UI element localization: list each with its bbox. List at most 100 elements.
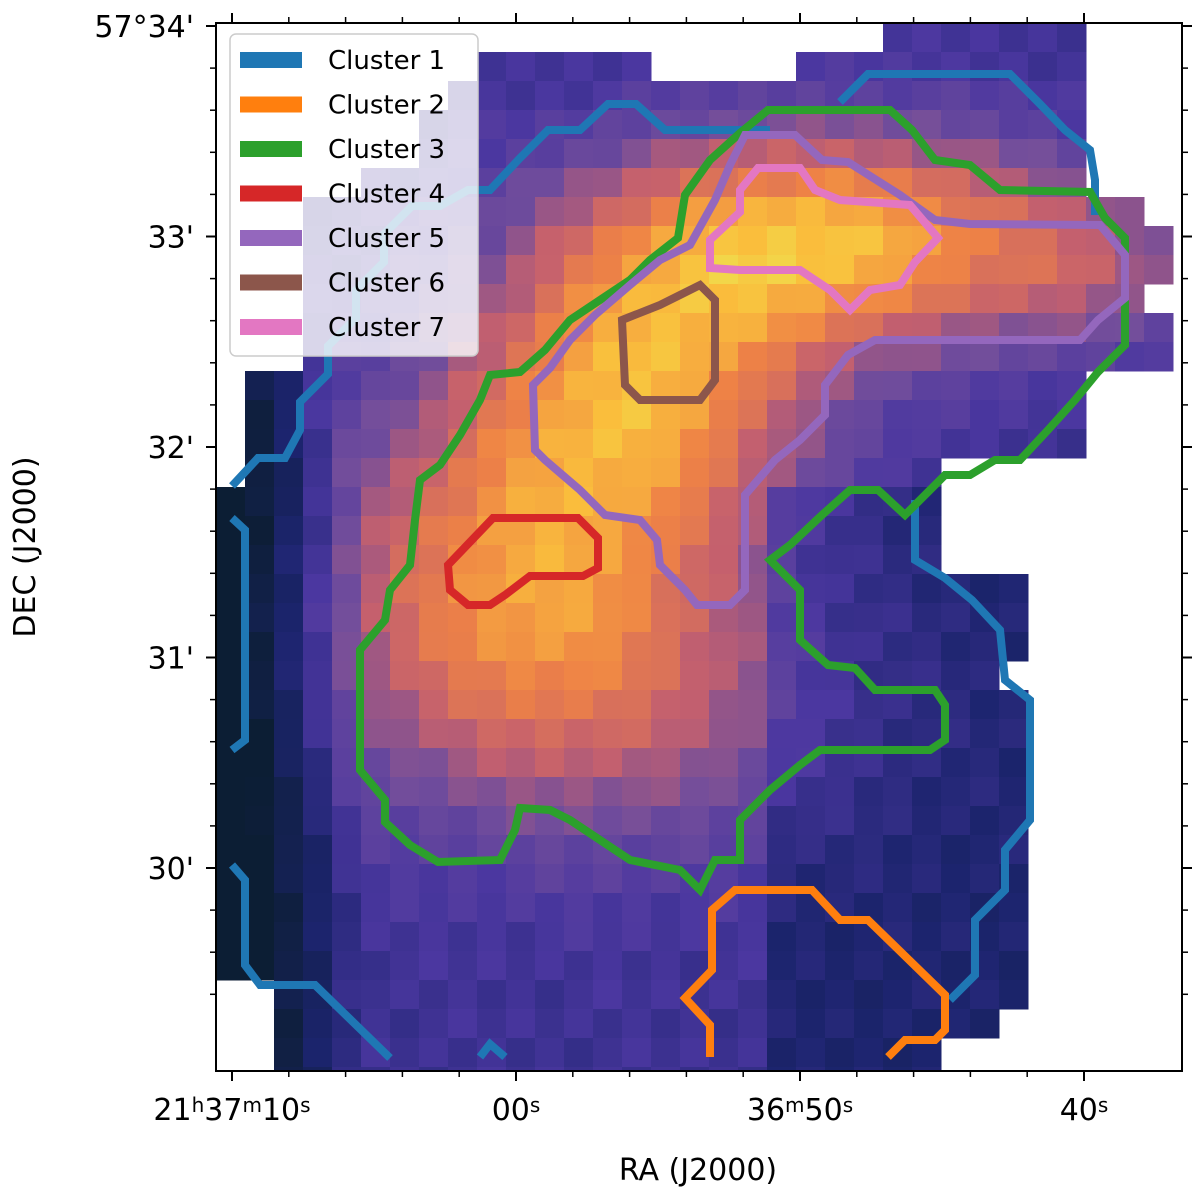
cluster-5-contour — [528, 131, 1129, 609]
heatmap-cell — [767, 690, 797, 720]
heatmap-cell — [535, 864, 565, 894]
heatmap-cell — [709, 1067, 739, 1071]
heatmap-cell — [477, 139, 507, 169]
heatmap-cell — [564, 1067, 594, 1071]
heatmap-cell — [883, 661, 913, 691]
heatmap-cell — [448, 1096, 478, 1126]
heatmap-cell — [535, 893, 565, 923]
heatmap-cell — [593, 748, 623, 778]
heatmap-cell — [390, 632, 420, 662]
heatmap-cell — [912, 342, 942, 372]
heatmap-cell — [593, 603, 623, 633]
heatmap-cell — [245, 429, 275, 459]
heatmap-cell — [593, 313, 623, 343]
heatmap-cell — [796, 835, 826, 865]
heatmap-cell — [332, 400, 362, 430]
heatmap-cell — [651, 806, 681, 836]
heatmap-cell — [535, 168, 565, 198]
heatmap-cell — [564, 980, 594, 1010]
heatmap-cell — [535, 226, 565, 256]
heatmap-cell — [970, 255, 1000, 285]
heatmap-cell — [651, 487, 681, 517]
heatmap-cell — [216, 951, 246, 981]
heatmap-cell — [738, 1067, 768, 1071]
heatmap-cell — [1057, 284, 1087, 314]
heatmap-cell — [941, 661, 971, 691]
heatmap-cell — [622, 922, 652, 952]
heatmap-cell — [535, 661, 565, 691]
heatmap-cell — [912, 284, 942, 314]
heatmap-cell — [274, 806, 304, 836]
heatmap-cell — [709, 980, 739, 1010]
heatmap-cell — [738, 81, 768, 111]
heatmap-cell — [796, 806, 826, 836]
heatmap-cell — [970, 661, 1000, 691]
heatmap-cell — [303, 1038, 333, 1068]
heatmap-cell — [564, 864, 594, 894]
heatmap-cell — [390, 1009, 420, 1039]
heatmap-cell — [274, 1038, 304, 1068]
heatmap-cell — [506, 52, 536, 82]
heatmap-cell — [999, 574, 1029, 604]
heatmap-cell — [680, 835, 710, 865]
heatmap-cell — [651, 458, 681, 488]
heatmap-cell — [970, 284, 1000, 314]
heatmap-cell — [622, 603, 652, 633]
heatmap-cell — [651, 603, 681, 633]
heatmap-cell — [883, 1067, 913, 1071]
heatmap-cell — [883, 516, 913, 546]
heatmap-cell — [825, 835, 855, 865]
heatmap-cell — [622, 139, 652, 169]
heatmap-cell — [709, 516, 739, 546]
heatmap-cell — [825, 400, 855, 430]
heatmap-cell — [419, 545, 449, 575]
heatmap-cell — [303, 458, 333, 488]
heatmap-cell — [680, 81, 710, 111]
heatmap-cell — [390, 864, 420, 894]
heatmap-cell — [245, 893, 275, 923]
heatmap-cell — [303, 893, 333, 923]
heatmap-cell — [825, 226, 855, 256]
heatmap-cell — [332, 1038, 362, 1068]
heatmap-cell — [593, 893, 623, 923]
heatmap-cell — [883, 1009, 913, 1039]
heatmap-cell — [738, 632, 768, 662]
heatmap-cell — [651, 1009, 681, 1039]
heatmap-cell — [506, 690, 536, 720]
heatmap-cell — [361, 400, 391, 430]
heatmap-cell — [622, 980, 652, 1010]
heatmap-cell — [506, 284, 536, 314]
heatmap-cell — [999, 255, 1029, 285]
heatmap-cell — [593, 1038, 623, 1068]
heatmap-cell — [332, 922, 362, 952]
heatmap-cell — [419, 1038, 449, 1068]
heatmap-cell — [825, 313, 855, 343]
heatmap-cell — [622, 52, 652, 82]
heatmap-cell — [680, 342, 710, 372]
heatmap-cell — [303, 516, 333, 546]
heatmap-cell — [593, 168, 623, 198]
heatmap-cell — [477, 1067, 507, 1071]
heatmap-cell — [738, 603, 768, 633]
heatmap-cell — [390, 777, 420, 807]
heatmap-cell — [622, 748, 652, 778]
heatmap-cell — [738, 748, 768, 778]
legend: Cluster 1 Cluster 2 Cluster 3 Cluster 4 Clus… — [229, 33, 479, 357]
heatmap-cell — [564, 690, 594, 720]
heatmap-cell — [593, 661, 623, 691]
x-tick-label: 00s — [492, 1093, 541, 1128]
heatmap-cell — [535, 487, 565, 517]
heatmap-cell — [564, 835, 594, 865]
heatmap-cell — [535, 400, 565, 430]
heatmap-cell — [245, 487, 275, 517]
heatmap-cell — [796, 371, 826, 401]
heatmap-cell — [854, 139, 884, 169]
heatmap-cell — [1028, 255, 1058, 285]
heatmap-cell — [1057, 23, 1087, 53]
heatmap-cell — [941, 951, 971, 981]
heatmap-cell — [477, 487, 507, 517]
heatmap-cell — [999, 226, 1029, 256]
heatmap-cell — [477, 226, 507, 256]
heatmap-cell — [651, 951, 681, 981]
